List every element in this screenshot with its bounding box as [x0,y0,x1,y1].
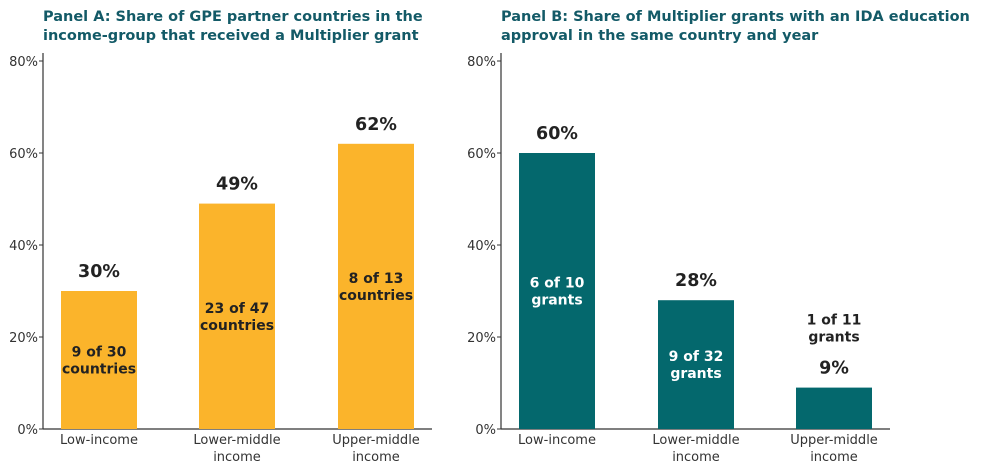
panel-a-ytick-label: 0% [17,423,38,438]
panel-a-bar [338,143,414,430]
panel-a-category-label: income [213,450,261,465]
panel-b-count-label: 9 of 32 [669,349,724,365]
panel-a-category-label: Low-income [60,433,138,448]
panel-a-ytick-label: 20% [9,331,38,346]
panel-b-value-label: 9% [819,359,849,379]
panel-a-title-line-2: income-group that received a Multiplier … [43,28,419,44]
panel-a-title: Panel A: Share of GPE partner countries … [43,8,423,46]
panel-a-count-label: countries [339,288,413,304]
panel-a-ytick-label: 60% [9,147,38,162]
panel-b-value-label: 60% [536,124,578,144]
panel-b-category-label: Low-income [518,433,596,448]
panel-b-ytick-label: 80% [467,55,496,70]
panel-a-count-label: 8 of 13 [349,271,404,287]
panel-b-bar [796,387,872,429]
panel-a-title-line-1: Panel A: Share of GPE partner countries … [43,9,423,25]
panel-b-title: Panel B: Share of Multiplier grants with… [501,8,970,46]
panel-b-count-label: grants [531,293,582,309]
panel-a-value-label: 30% [78,262,120,282]
panel-b-bar [658,300,734,429]
panel-b-count-label: grants [808,330,859,346]
panel-a-category-label: income [352,450,400,465]
panel-b-value-label: 28% [675,271,717,291]
panel-a-bar [199,203,275,429]
panel-a-category-label: Lower-middle [193,433,280,448]
panel-b-category-label: Lower-middle [652,433,739,448]
panel-b-count-label: 6 of 10 [530,276,585,292]
panel-b-count-label: grants [670,366,721,382]
panel-a-value-label: 49% [216,175,258,195]
panel-b-ytick-label: 40% [467,239,496,254]
panel-b-bar [519,153,595,429]
panel-a-ytick-label: 80% [9,55,38,70]
panel-b-ytick-label: 60% [467,147,496,162]
panel-b-title-line-1: Panel B: Share of Multiplier grants with… [501,9,970,25]
panel-a-count-label: countries [200,318,274,334]
panel-b-ytick-label: 0% [475,423,496,438]
panel-a-value-label: 62% [355,115,397,135]
panel-a-bar [61,291,137,429]
panel-b-title-line-2: approval in the same country and year [501,28,819,44]
panel-b-category-label: income [810,450,858,465]
panel-a-count-label: countries [62,362,136,378]
panel-a-category-label: Upper-middle [332,433,420,448]
panel-b-category-label: Upper-middle [790,433,878,448]
panel-a-count-label: 9 of 30 [72,345,127,361]
panel-b-category-label: income [672,450,720,465]
panel-b-ytick-label: 20% [467,331,496,346]
panel-a-count-label: 23 of 47 [205,301,269,317]
panel-b-count-label: 1 of 11 [807,313,862,329]
panel-a-ytick-label: 40% [9,239,38,254]
